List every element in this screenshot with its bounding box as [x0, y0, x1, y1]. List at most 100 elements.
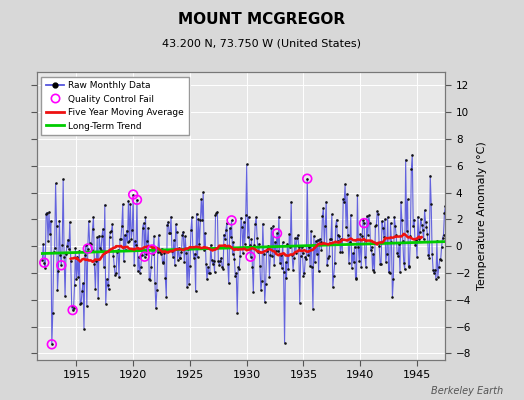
- Point: [208, 257, 216, 263]
- Point: [291, 235, 299, 242]
- Point: [126, 201, 135, 207]
- Point: [395, 241, 403, 247]
- Point: [121, 232, 129, 238]
- Point: [298, 250, 307, 256]
- Point: [293, 232, 302, 238]
- Point: [346, 212, 355, 218]
- Point: [351, 275, 359, 281]
- Point: [226, 234, 235, 241]
- Point: [315, 236, 324, 242]
- Point: [444, 279, 452, 286]
- Point: [385, 270, 394, 276]
- Point: [206, 242, 215, 248]
- Point: [244, 214, 253, 220]
- Point: [383, 251, 391, 257]
- Point: [68, 303, 76, 310]
- Point: [88, 247, 96, 254]
- Point: [297, 253, 305, 260]
- Point: [220, 232, 228, 238]
- Point: [133, 197, 141, 203]
- Point: [264, 245, 272, 251]
- Point: [313, 237, 322, 243]
- Point: [324, 255, 332, 262]
- Point: [54, 267, 63, 274]
- Point: [239, 218, 248, 225]
- Point: [40, 260, 48, 266]
- Point: [210, 257, 218, 264]
- Point: [322, 198, 330, 205]
- Point: [91, 286, 100, 292]
- Point: [311, 259, 319, 266]
- Point: [155, 232, 163, 238]
- Point: [252, 214, 260, 220]
- Point: [59, 176, 68, 182]
- Point: [389, 276, 398, 283]
- Point: [189, 244, 197, 250]
- Point: [425, 254, 433, 261]
- Point: [215, 262, 223, 268]
- Point: [427, 201, 435, 208]
- Point: [183, 284, 191, 290]
- Point: [228, 250, 237, 257]
- Point: [95, 232, 103, 239]
- Point: [368, 266, 377, 273]
- Point: [85, 240, 94, 246]
- Point: [196, 217, 204, 224]
- Point: [135, 253, 143, 260]
- Point: [89, 226, 97, 232]
- Point: [254, 249, 262, 256]
- Point: [199, 189, 208, 196]
- Point: [352, 275, 361, 282]
- Point: [267, 225, 276, 231]
- Point: [393, 250, 401, 256]
- Point: [218, 264, 226, 270]
- Point: [278, 264, 286, 271]
- Point: [413, 254, 421, 260]
- Point: [52, 222, 61, 229]
- Point: [133, 197, 141, 203]
- Point: [61, 293, 69, 300]
- Point: [90, 260, 99, 267]
- Point: [375, 242, 384, 249]
- Point: [110, 263, 118, 270]
- Point: [100, 264, 108, 270]
- Point: [94, 295, 102, 301]
- Point: [359, 216, 367, 223]
- Point: [343, 191, 351, 197]
- Point: [234, 264, 243, 270]
- Point: [149, 251, 157, 258]
- Point: [280, 340, 289, 346]
- Point: [204, 264, 212, 270]
- Point: [351, 243, 359, 250]
- Point: [412, 237, 420, 243]
- Text: MOUNT MCGREGOR: MOUNT MCGREGOR: [179, 12, 345, 27]
- Point: [308, 264, 316, 270]
- Point: [150, 233, 158, 240]
- Point: [354, 244, 363, 250]
- Point: [174, 245, 183, 251]
- Point: [258, 278, 266, 284]
- Point: [148, 246, 156, 253]
- Point: [40, 260, 48, 266]
- Point: [78, 288, 86, 294]
- Point: [179, 228, 188, 235]
- Point: [275, 214, 283, 220]
- Point: [195, 241, 204, 247]
- Legend: Raw Monthly Data, Quality Control Fail, Five Year Moving Average, Long-Term Tren: Raw Monthly Data, Quality Control Fail, …: [41, 76, 189, 135]
- Point: [57, 262, 66, 268]
- Point: [407, 166, 416, 172]
- Point: [255, 240, 263, 247]
- Point: [117, 236, 125, 242]
- Point: [184, 246, 192, 252]
- Point: [356, 231, 365, 238]
- Point: [271, 239, 279, 245]
- Point: [399, 238, 407, 244]
- Point: [436, 256, 445, 263]
- Point: [203, 276, 211, 282]
- Point: [157, 250, 165, 257]
- Point: [191, 288, 200, 294]
- Point: [332, 216, 341, 223]
- Point: [75, 248, 83, 254]
- Point: [180, 258, 189, 265]
- Point: [366, 247, 375, 254]
